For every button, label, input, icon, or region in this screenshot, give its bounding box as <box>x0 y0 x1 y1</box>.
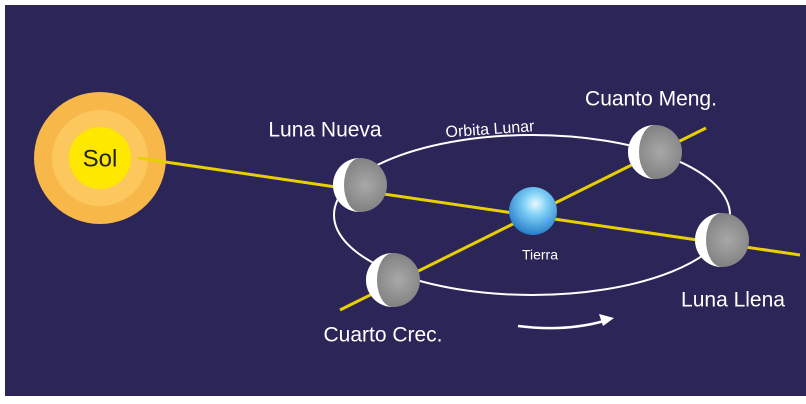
sun-label: Sol <box>83 145 118 172</box>
earth <box>509 187 557 235</box>
moon <box>695 213 749 267</box>
phase-label: Cuanto Meng. <box>585 88 717 111</box>
earth-label: Tierra <box>522 247 558 263</box>
moon <box>366 253 420 307</box>
phase-label: Luna Nueva <box>268 119 382 142</box>
phase-label: Luna Llena <box>681 289 785 312</box>
moon <box>628 125 682 179</box>
diagram: Sol Tierra Orbita Lunar Luna Nueva Cuant… <box>0 0 806 404</box>
moon <box>333 158 387 212</box>
phase-label: Cuarto Crec. <box>323 324 442 347</box>
